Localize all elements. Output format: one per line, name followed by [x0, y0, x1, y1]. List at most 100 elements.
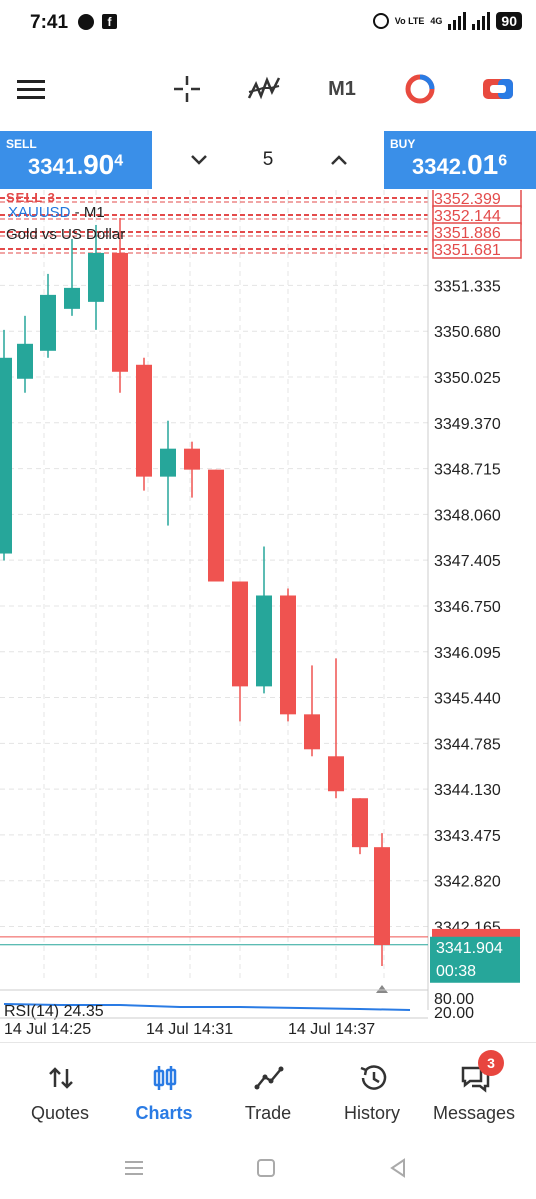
candle-body	[232, 581, 248, 687]
nav-charts[interactable]: Charts	[112, 1043, 216, 1141]
volume-value[interactable]: 5	[262, 149, 274, 170]
price-chart[interactable]: 3352.399 3352.144 3351.886 3351.681 3351.335…	[0, 190, 536, 1042]
signal-icon-2	[472, 12, 491, 30]
quotes-arrows-icon	[49, 1067, 73, 1089]
indicators-icon[interactable]	[246, 60, 282, 118]
price-axis-label: 3351.681	[434, 242, 501, 259]
price-axis-label: 3344.130	[434, 782, 501, 799]
battery-level: 90	[496, 12, 522, 30]
sell-price: 3341.904	[28, 149, 124, 180]
quote-bar: SELL 3341.904 5 BUY 3342.016	[0, 131, 536, 189]
crosshair-icon[interactable]	[170, 60, 204, 118]
back-icon[interactable]	[386, 1156, 410, 1180]
volte-indicator: Vo LTE	[394, 15, 425, 26]
rsi-label: RSI(14) 24.35	[4, 1003, 104, 1020]
messages-badge: 3	[478, 1050, 504, 1076]
candle-body	[88, 252, 104, 302]
rsi-level-20: 20.00	[434, 1005, 474, 1022]
price-axis-label: 3344.785	[434, 736, 501, 753]
system-navigation-bar	[0, 1140, 536, 1199]
time-axis-label: 14 Jul 14:37	[288, 1021, 375, 1038]
nav-history-label: History	[343, 1103, 400, 1123]
nav-messages[interactable]: Messages	[422, 1043, 526, 1141]
charts-candles-icon	[153, 1066, 177, 1090]
price-axis-label: 3348.715	[434, 462, 501, 479]
clock: 7:41	[30, 12, 69, 33]
recents-icon[interactable]	[122, 1156, 146, 1180]
status-bar: 7:41 f Vo LTE 4G 90	[0, 0, 536, 48]
volume-increase-icon[interactable]	[324, 145, 354, 175]
candle-body	[184, 448, 200, 470]
bottom-navigation: Quotes Charts Trade History Messages	[0, 1042, 536, 1141]
nav-quotes[interactable]: Quotes	[8, 1043, 112, 1141]
telegram-icon	[78, 14, 94, 30]
price-axis-label: 3342.820	[434, 874, 501, 891]
time-axis-label: 14 Jul 14:31	[146, 1021, 233, 1038]
rsi-line	[3, 1003, 411, 1011]
candle-body	[64, 287, 80, 309]
candle-body	[208, 469, 224, 582]
candle-body	[40, 294, 56, 351]
candle-body	[112, 252, 128, 372]
price-axis-label: 3348.060	[434, 507, 501, 524]
candle-countdown: 00:38	[436, 963, 476, 980]
buy-price: 3342.016	[412, 149, 508, 180]
price-axis-label: 3343.475	[434, 828, 501, 845]
candle-body	[280, 595, 296, 715]
nav-history[interactable]: History	[320, 1043, 424, 1141]
price-axis-label: 3350.680	[434, 324, 501, 341]
candle-body	[136, 364, 152, 477]
rsi-level-80: 80.00	[434, 991, 474, 1008]
one-click-trade-icon[interactable]	[480, 60, 516, 118]
trade-line-icon	[254, 1066, 284, 1090]
price-axis-label: 3347.405	[434, 553, 501, 570]
current-candle-marker	[376, 985, 388, 993]
nav-trade-label: Trade	[244, 1103, 292, 1123]
home-icon[interactable]	[254, 1156, 278, 1180]
candle-body	[160, 448, 176, 477]
symbol-title: XAUUSD - M1	[8, 204, 105, 221]
timeframe-button[interactable]: M1	[328, 77, 356, 100]
candle-body	[328, 756, 344, 792]
network-type: 4G	[430, 15, 443, 26]
chart-toolbar: M1	[0, 60, 536, 118]
nav-quotes-label: Quotes	[30, 1103, 90, 1123]
price-axis-label: 3346.750	[434, 599, 501, 616]
price-axis-label: 3345.440	[434, 691, 501, 708]
candle-body	[256, 595, 272, 687]
candle-body	[17, 343, 33, 379]
nav-trade[interactable]: Trade	[216, 1043, 320, 1141]
alarm-icon	[372, 13, 389, 29]
volume-control: 5	[152, 131, 384, 189]
candle-body	[304, 714, 320, 750]
price-axis-label: 3351.335	[434, 278, 501, 295]
candle-body	[374, 847, 390, 946]
time-axis-label: 14 Jul 14:25	[4, 1021, 91, 1038]
buy-label: BUY	[390, 137, 416, 151]
sell-button[interactable]: SELL 3341.904	[0, 131, 152, 189]
price-axis-label: 3352.144	[434, 208, 501, 225]
hamburger-menu-icon[interactable]	[14, 60, 48, 118]
symbol-description: Gold vs US Dollar	[6, 226, 126, 243]
sell-order-marker: SELL 3	[6, 190, 56, 205]
price-axis-label: 3351.886	[434, 225, 501, 242]
buy-button[interactable]: BUY 3342.016	[384, 131, 536, 189]
signal-icon	[448, 12, 467, 30]
facebook-icon: f	[102, 14, 117, 29]
ask-price-box	[432, 928, 520, 939]
price-axis-label: 3346.095	[434, 645, 501, 662]
bid-price-box	[430, 936, 520, 983]
nav-messages-label: Messages	[432, 1103, 516, 1123]
candle-body	[352, 798, 368, 848]
order-price-box	[432, 239, 522, 259]
price-axis-label: 3349.370	[434, 416, 501, 433]
system-icons: Vo LTE 4G 90	[372, 12, 522, 30]
price-axis-label: 3350.025	[434, 370, 501, 387]
nav-charts-label: Charts	[135, 1103, 193, 1123]
current-price-label: 3341.904	[436, 940, 503, 957]
price-axis-label: 3352.399	[434, 191, 501, 208]
volume-decrease-icon[interactable]	[184, 145, 214, 175]
objects-icon[interactable]	[402, 60, 438, 118]
history-clock-icon	[360, 1065, 387, 1090]
